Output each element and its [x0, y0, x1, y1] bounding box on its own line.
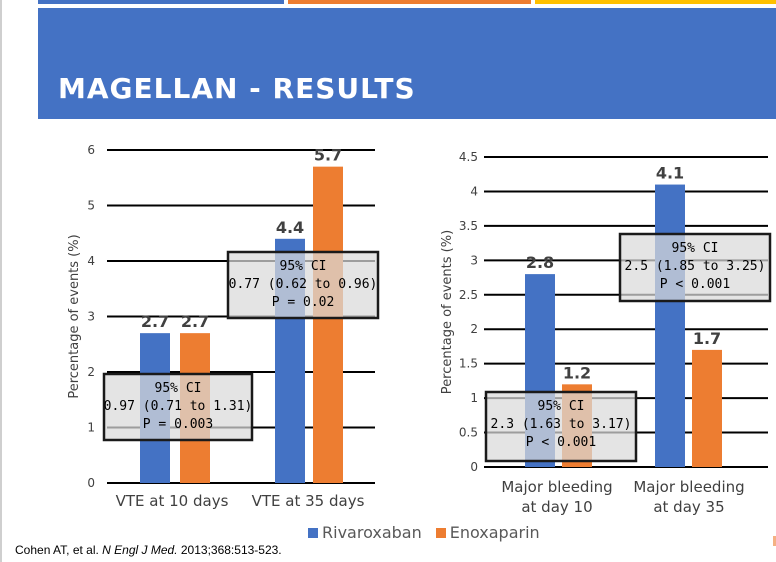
chart2-ci-box-1-line-3: P < 0.001: [526, 435, 596, 450]
top-strip-yellow: [535, 0, 776, 4]
chart2-data-label-enoxaparin-2: 1.7: [693, 329, 721, 348]
chart2-ci-box-1: [484, 390, 638, 463]
chart2-data-label-enoxaparin-1: 1.2: [563, 363, 591, 382]
top-strip-orange: [288, 0, 531, 4]
top-strip-blue: [38, 0, 284, 4]
chart1-ytick-5: 5: [87, 199, 95, 213]
chart1-ci-box-2-line-2: 0.77 (0.62 to 0.96): [229, 277, 378, 292]
chart2-ytick-1: 0.5: [459, 426, 478, 440]
chart-legend: Rivaroxaban Enoxaparin: [308, 523, 554, 542]
chart1-ytick-2: 2: [87, 365, 95, 379]
legend-label-rivaroxaban: Rivaroxaban: [322, 523, 422, 542]
chart2-ytick-5: 2.5: [459, 288, 478, 302]
chart2-bar-rivaroxaban-2: [655, 184, 685, 468]
legend-item-rivaroxaban: Rivaroxaban: [308, 523, 422, 542]
chart2-ytick-7: 3.5: [459, 219, 478, 233]
chart1-ci-box-2: [226, 250, 380, 320]
chart2-ci-box-2: [618, 232, 772, 303]
chart1-ytick-4: 4: [87, 254, 95, 268]
chart1-ci-box-1-line-2: 0.97 (0.71 to 1.31): [104, 399, 253, 414]
chart1-category-label-2: VTE at 35 days: [252, 492, 365, 510]
chart2-category-label-1-line-2: at day 10: [521, 498, 592, 516]
chart1-ytick-0: 0: [87, 476, 95, 490]
chart2-ytick-8: 4: [470, 184, 478, 198]
chart2-ylabel: Percentage of events (%): [440, 230, 455, 394]
slide-title: MAGELLAN - RESULTS: [58, 72, 416, 105]
chart2-category-label-2-line-2: at day 35: [653, 498, 724, 516]
slide-left-edge: [0, 0, 2, 562]
chart2-ci-box-2-line-3: P < 0.001: [660, 277, 730, 292]
chart2-ci-box-2-line-1: 95% CI: [672, 241, 719, 256]
chart1-data-label-enoxaparin-1: 2.7: [181, 312, 209, 331]
legend-swatch-rivaroxaban: [308, 527, 318, 538]
chart2-category-label-2-line-1: Major bleeding: [633, 478, 744, 496]
chart2-ytick-0: 0: [470, 460, 478, 474]
chart2-ci-box-2-line-2: 2.5 (1.85 to 3.25): [625, 259, 766, 274]
chart1-ci-box-1-line-1: 95% CI: [155, 381, 202, 396]
chart1-ci-box-2-line-3: P = 0.02: [272, 295, 335, 310]
chart1-ci-box-2-line-1: 95% CI: [280, 259, 327, 274]
chart2-ci-box-1-line-2: 2.3 (1.63 to 3.17): [491, 417, 632, 432]
corner-mark: [773, 536, 776, 546]
legend-swatch-enoxaparin: [435, 527, 446, 538]
chart2-ci-box-1-line-1: 95% CI: [538, 399, 585, 414]
chart1-data-label-rivaroxaban-2: 4.4: [276, 218, 304, 237]
chart2-ytick-6: 3: [470, 253, 478, 267]
chart1-data-label-rivaroxaban-1: 2.7: [141, 312, 169, 331]
citation-authors: Cohen AT, et al.: [15, 543, 103, 557]
chart2-data-label-rivaroxaban-1: 2.8: [526, 253, 554, 272]
chart1-ytick-1: 1: [87, 421, 95, 435]
chart2-ytick-4: 2: [470, 322, 478, 336]
chart1-ytick-6: 6: [87, 143, 95, 157]
chart2-bar-enoxaparin-2: [692, 349, 722, 467]
chart1-ytick-3: 3: [87, 310, 95, 324]
citation-journal: N Engl J Med.: [102, 543, 178, 557]
chart2-ytick-2: 1: [470, 391, 478, 405]
chart1-bar-enoxaparin-2: [313, 166, 343, 483]
chart1-ci-box-1: [102, 372, 254, 442]
chart2-ytick-3: 1.5: [459, 357, 478, 371]
chart1-category-label-1: VTE at 10 days: [116, 492, 229, 510]
chart1-ylabel: Percentage of events (%): [67, 234, 82, 398]
citation-rest: 2013;368:513-523.: [177, 543, 282, 557]
legend-label-enoxaparin: Enoxaparin: [449, 523, 540, 542]
chart2-category-label-1-line-1: Major bleeding: [501, 478, 612, 496]
chart1-data-label-enoxaparin-2: 5.7: [314, 146, 342, 165]
chart2-ytick-9: 4.5: [459, 150, 478, 164]
chart2-data-label-rivaroxaban-2: 4.1: [656, 164, 684, 183]
title-banner: [38, 8, 776, 119]
chart1-ci-box-1-line-3: P = 0.003: [143, 417, 213, 432]
legend-item-enoxaparin: Enoxaparin: [435, 523, 540, 542]
citation: Cohen AT, et al. N Engl J Med. 2013;368:…: [15, 543, 282, 557]
